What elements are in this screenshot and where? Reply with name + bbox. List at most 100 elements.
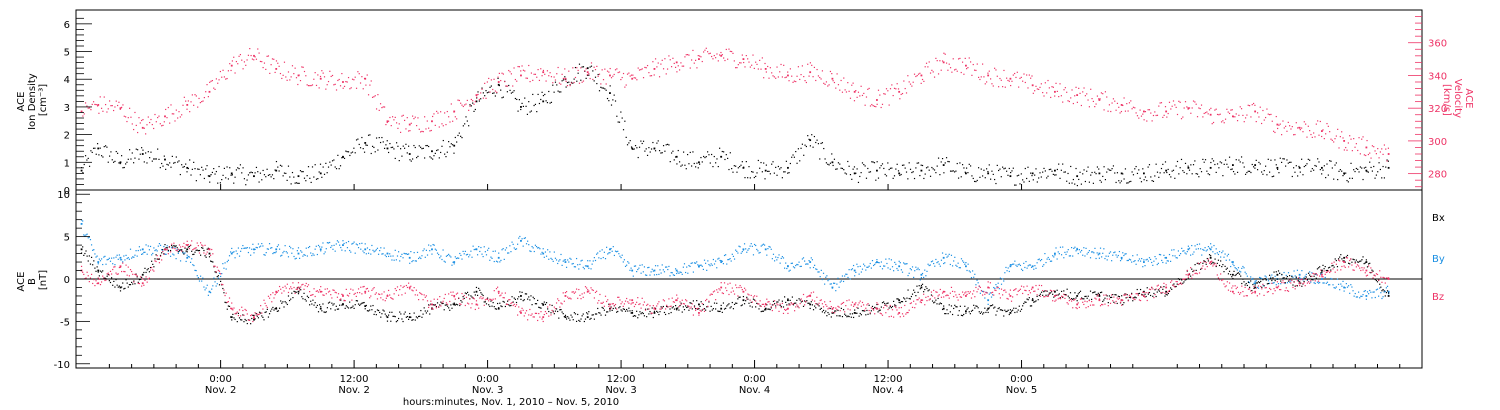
density-sample <box>1088 181 1090 183</box>
density-sample <box>347 151 350 153</box>
velocity-sample <box>1155 114 1157 117</box>
density-tick-label: 3 <box>64 103 70 114</box>
bx-sample <box>1235 274 1237 276</box>
velocity-sample <box>1238 114 1240 116</box>
velocity-point <box>1254 110 1257 113</box>
by-sample <box>682 266 684 268</box>
density-sample <box>960 176 962 178</box>
by-sample <box>802 257 805 259</box>
velocity-sample <box>594 68 597 71</box>
velocity-sample <box>947 69 949 71</box>
bx-sample <box>144 267 146 269</box>
density-sample <box>681 164 683 166</box>
bx-sample <box>1281 273 1283 276</box>
bx-sample <box>488 304 490 306</box>
density-sample <box>1286 159 1288 161</box>
by-sample <box>1102 252 1104 254</box>
bx-sample <box>207 247 209 249</box>
velocity-point <box>1120 104 1123 106</box>
density-sample <box>464 123 466 125</box>
density-sample <box>478 100 480 102</box>
by-sample <box>117 258 119 260</box>
velocity-sample <box>1030 77 1032 79</box>
velocity-sample <box>937 73 940 75</box>
bz-sample <box>218 270 221 272</box>
density-sample <box>1381 177 1383 179</box>
density-sample <box>929 175 932 177</box>
density-sample <box>107 161 109 163</box>
by-sample <box>1355 296 1357 298</box>
by-sample <box>281 254 283 256</box>
bz-sample <box>182 245 184 248</box>
bx-sample <box>331 302 333 304</box>
bx-sample <box>887 302 889 304</box>
velocity-sample <box>153 127 155 130</box>
by-sample <box>295 257 297 259</box>
bx-sample <box>93 260 95 262</box>
velocity-sample <box>1287 121 1289 123</box>
bx-point <box>97 269 100 272</box>
velocity-sample <box>944 53 946 55</box>
velocity-sample <box>179 116 181 118</box>
density-sample <box>569 84 571 86</box>
by-sample <box>1291 275 1293 277</box>
by-sample <box>906 263 908 265</box>
density-sample <box>1252 166 1255 168</box>
by-sample <box>1012 263 1014 265</box>
by-sample <box>610 247 612 250</box>
bz-point <box>208 248 211 251</box>
by-sample <box>519 235 521 238</box>
bx-sample <box>374 311 376 313</box>
velocity-sample <box>1270 113 1272 116</box>
by-sample <box>1323 282 1325 284</box>
by-sample <box>123 255 125 257</box>
density-sample <box>901 164 904 166</box>
velocity-sample <box>534 73 537 75</box>
bx-sample <box>898 301 900 304</box>
density-point <box>1231 164 1234 166</box>
by-point <box>876 261 878 263</box>
bz-sample <box>280 288 282 290</box>
density-sample <box>406 152 408 154</box>
by-sample <box>907 274 909 277</box>
by-sample <box>213 277 215 279</box>
by-sample <box>624 265 627 267</box>
by-sample <box>1335 286 1337 288</box>
bx-sample <box>327 302 330 304</box>
bx-sample <box>161 252 163 254</box>
bx-point <box>542 303 545 306</box>
bx-sample <box>867 313 869 315</box>
by-sample <box>103 256 105 258</box>
velocity-sample <box>924 66 926 68</box>
bx-sample <box>567 316 569 318</box>
by-sample <box>1283 271 1285 274</box>
density-sample <box>1030 172 1032 174</box>
bz-sample <box>123 270 125 273</box>
velocity-sample <box>203 96 205 99</box>
velocity-sample <box>1373 146 1375 148</box>
density-sample <box>576 80 578 82</box>
density-sample <box>86 159 88 161</box>
by-sample <box>429 250 431 252</box>
velocity-sample <box>1070 97 1072 99</box>
bx-sample <box>1089 290 1092 292</box>
density-sample <box>904 167 906 169</box>
bx-sample <box>1046 290 1048 292</box>
by-sample <box>458 257 460 259</box>
by-sample <box>1245 273 1247 275</box>
velocity-sample <box>709 52 711 54</box>
by-sample <box>910 269 913 271</box>
by-sample <box>1264 275 1266 277</box>
bx-sample <box>974 307 976 309</box>
velocity-sample <box>1346 149 1348 151</box>
bz-sample <box>406 286 409 289</box>
bx-sample <box>1008 313 1010 316</box>
bx-sample <box>1250 280 1252 282</box>
by-sample <box>1388 293 1390 295</box>
bx-sample <box>1246 284 1248 287</box>
bx-sample <box>1337 258 1340 260</box>
bx-sample <box>668 312 670 315</box>
density-sample <box>1143 179 1145 181</box>
velocity-sample <box>297 83 299 86</box>
